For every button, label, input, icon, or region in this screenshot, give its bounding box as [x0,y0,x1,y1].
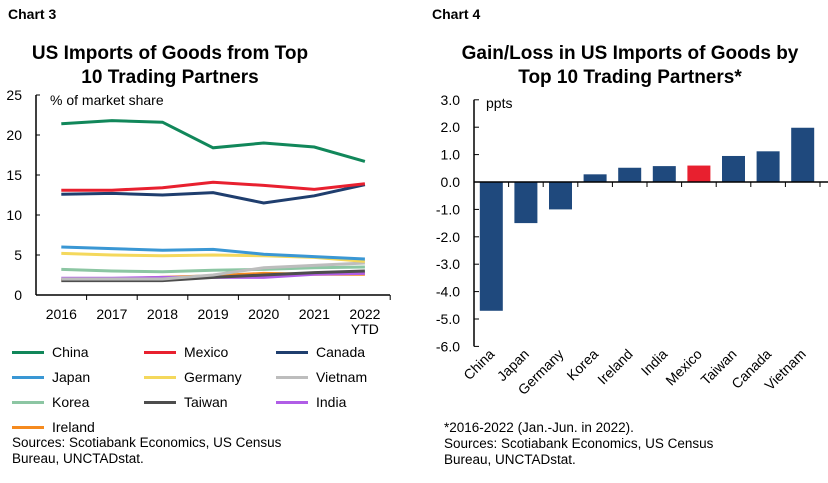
x-tick-label: 2017 [96,306,127,322]
y-tick-label: -5.0 [436,311,460,327]
series-line-japan [61,245,365,261]
x-tick-label: 2020 [248,306,279,322]
legend-label: China [52,344,89,360]
bar-mexico [687,165,711,182]
y-tick-label: 25 [6,87,22,103]
series-line-vietnam [61,261,365,281]
legend-label: Canada [316,344,366,360]
bar-vietnam [791,127,815,182]
chart3-source: Sources: Scotiabank Economics, US Census… [12,435,282,466]
legend-label: Taiwan [184,394,228,410]
legend-item: Canada [276,344,365,360]
legend-swatch [12,375,44,379]
legend-item: Taiwan [144,394,228,410]
legend-swatch [12,350,44,354]
legend-swatch [12,400,44,404]
legend-label: Japan [52,369,91,385]
legend-label: Vietnam [316,369,368,385]
y-tick-label: 5 [14,247,22,263]
legend-item: Ireland [12,419,95,435]
series-line-mexico [61,180,366,192]
bar-india [652,166,676,182]
x-tick-label: 2018 [147,306,178,322]
bar-germany [549,182,572,210]
y-tick-label: 20 [6,127,22,143]
bar-ireland [618,167,642,182]
bar-china [479,182,503,311]
chart4-label: Chart 4 [432,6,481,22]
y-tick-label: 15 [6,167,22,183]
legend-item: Japan [12,369,90,385]
x-tick-label: Ireland [594,346,636,388]
x-tick-label: YTD [351,321,379,337]
legend-label: Ireland [52,419,95,435]
y-tick-label: -1.0 [436,201,460,217]
legend-swatch [144,350,176,354]
legend-item: Korea [12,394,89,410]
chart4-title: Gain/Loss in US Imports of Goods by Top … [461,43,799,88]
y-tick-label: -2.0 [436,229,460,245]
x-tick-label: 2022 [349,306,380,322]
series-line-taiwan [61,269,365,283]
chart3-title: US Imports of Goods from Top 10 Trading … [31,43,309,88]
legend-item: China [12,344,89,360]
legend-label: Korea [52,394,90,410]
x-tick-label: 2021 [299,306,330,322]
legend-swatch [144,400,176,404]
y-tick-label: 10 [6,207,22,223]
y-tick-label: -3.0 [436,256,460,272]
bar-taiwan [722,155,745,182]
bar-japan [514,182,538,224]
legend-swatch [276,350,308,354]
y-tick-label: -4.0 [436,284,460,300]
bar-canada [756,151,780,182]
series-line-korea [61,265,365,274]
x-tick-label: 2016 [46,306,77,322]
legend-swatch [144,375,176,379]
chart4-plot: 3.0 2.0 1.0 0.0 -1.0 -2.0 -3.0 -4.0 -5.0 -6.0 ppts… [436,92,828,398]
chart4-source: Sources: Scotiabank Economics, US Census… [444,436,714,467]
bar-korea [583,174,607,182]
x-tick-label: 2019 [198,306,229,322]
unit-label: ppts [486,95,512,111]
x-tick-label: China [460,346,497,383]
legend-label: India [316,394,347,410]
legend-item: Mexico [144,344,228,360]
legend-swatch [276,400,308,404]
chart3-label: Chart 3 [8,6,57,22]
y-tick-label: 0.0 [441,174,461,190]
legend-label: Germany [184,369,242,385]
legend-swatch [276,375,308,379]
legend-item: Germany [144,369,242,385]
chart4-note: *2016-2022 (Jan.-Jun. in 2022). [444,420,634,435]
y-tick-label: -6.0 [436,338,460,354]
series-line-china [61,119,366,163]
legend-swatch [12,425,44,429]
legend-item: Vietnam [276,369,367,385]
x-tick-label: Mexico [662,346,705,389]
unit-label: % of market share [50,92,164,108]
y-tick-label: 3.0 [441,92,461,108]
legend-item: India [276,394,346,410]
y-tick-label: 2.0 [441,119,461,135]
series-line-canada [61,183,366,205]
chart3-plot: 0 5 10 15 20 25 2016 2017 2018 2019 2020 2021 2022YT… [6,87,391,337]
y-tick-label: 0 [14,287,22,303]
legend-label: Mexico [184,344,229,360]
y-tick-label: 1.0 [441,147,461,163]
